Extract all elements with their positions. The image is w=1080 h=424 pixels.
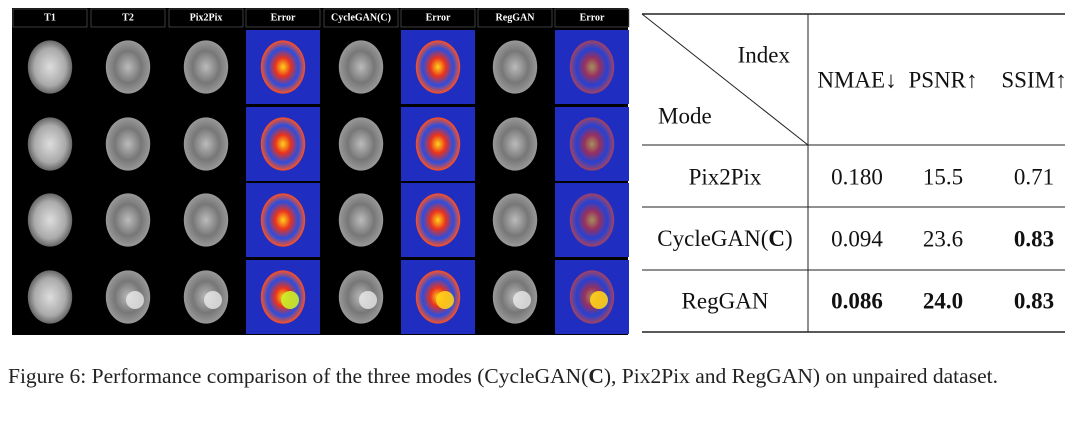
diagonal-rule: [641, 13, 809, 146]
table-value: 23.6: [923, 226, 963, 251]
brain: [27, 117, 73, 171]
brain: [492, 117, 538, 171]
panel-header: Pix2Pix: [190, 12, 223, 23]
panel-header: Error: [580, 12, 605, 23]
table-value: 0.83: [1014, 226, 1054, 251]
caption-text: Figure 6: Performance comparison of the …: [8, 364, 589, 388]
brain: [338, 193, 384, 247]
caption-text: ), Pix2Pix and RegGAN) on unpaired datas…: [603, 364, 998, 388]
header-cell: [323, 8, 399, 28]
column-header: NMAE↓: [817, 67, 896, 92]
figure: Index Mode T1 T2 Pix2Pix Error CycleGAN(C) Er…: [12, 8, 1067, 335]
header-cell: [90, 8, 166, 28]
panel-header: T1: [44, 12, 56, 23]
header-mode: Mode: [658, 103, 712, 128]
caption: Figure 6: Performance comparison of the …: [8, 362, 1068, 390]
brain: [183, 40, 229, 94]
brain: [27, 40, 73, 94]
mode-part: ): [785, 226, 793, 251]
brain: [105, 40, 151, 94]
brain: [569, 193, 615, 247]
brain: [183, 117, 229, 171]
header-cell: [400, 8, 476, 28]
lesion: [126, 291, 144, 309]
brain: [27, 193, 73, 247]
lesion: [436, 291, 454, 309]
table-value: 0.086: [831, 288, 883, 313]
brain: [338, 40, 384, 94]
table-value: 24.0: [923, 288, 963, 313]
lesion: [204, 291, 222, 309]
brain: [183, 193, 229, 247]
panel-header: CycleGAN(C): [331, 12, 391, 23]
table-value: 0.71: [1014, 164, 1054, 189]
brain: [105, 193, 151, 247]
panel-header: Error: [271, 12, 296, 23]
row-mode: Pix2Pix: [689, 164, 762, 189]
caption-bold: C: [588, 364, 604, 388]
mode-part: C: [768, 226, 785, 251]
lesion: [513, 291, 531, 309]
row-mode: CycleGAN(C): [657, 226, 792, 251]
brain: [415, 40, 461, 94]
brain: [260, 193, 306, 247]
column-header: SSIM↑: [1001, 67, 1066, 92]
table-value: 0.83: [1014, 288, 1054, 313]
row-mode: RegGAN: [682, 288, 769, 313]
brain: [338, 117, 384, 171]
brain: [569, 40, 615, 94]
brain: [260, 40, 306, 94]
lesion: [359, 291, 377, 309]
brain: [415, 117, 461, 171]
header-cell: [168, 8, 244, 28]
brain: [492, 40, 538, 94]
table-value: 0.180: [831, 164, 883, 189]
panel-header: T2: [122, 12, 134, 23]
brain: [569, 117, 615, 171]
column-header: PSNR↑: [908, 67, 977, 92]
panel-header: Error: [426, 12, 451, 23]
mode-part: CycleGAN(: [657, 226, 768, 251]
table-value: 15.5: [923, 164, 963, 189]
table-value: 0.094: [831, 226, 883, 251]
lesion: [281, 291, 299, 309]
header-cell: [12, 8, 88, 28]
panel-header: RegGAN: [496, 12, 536, 23]
brain: [492, 193, 538, 247]
header-cell: [554, 8, 630, 28]
lesion: [590, 291, 608, 309]
brain: [27, 270, 73, 324]
header-index: Index: [738, 42, 791, 67]
header-cell: [477, 8, 553, 28]
brain: [105, 117, 151, 171]
header-cell: [245, 8, 321, 28]
brain: [415, 193, 461, 247]
brain: [260, 117, 306, 171]
